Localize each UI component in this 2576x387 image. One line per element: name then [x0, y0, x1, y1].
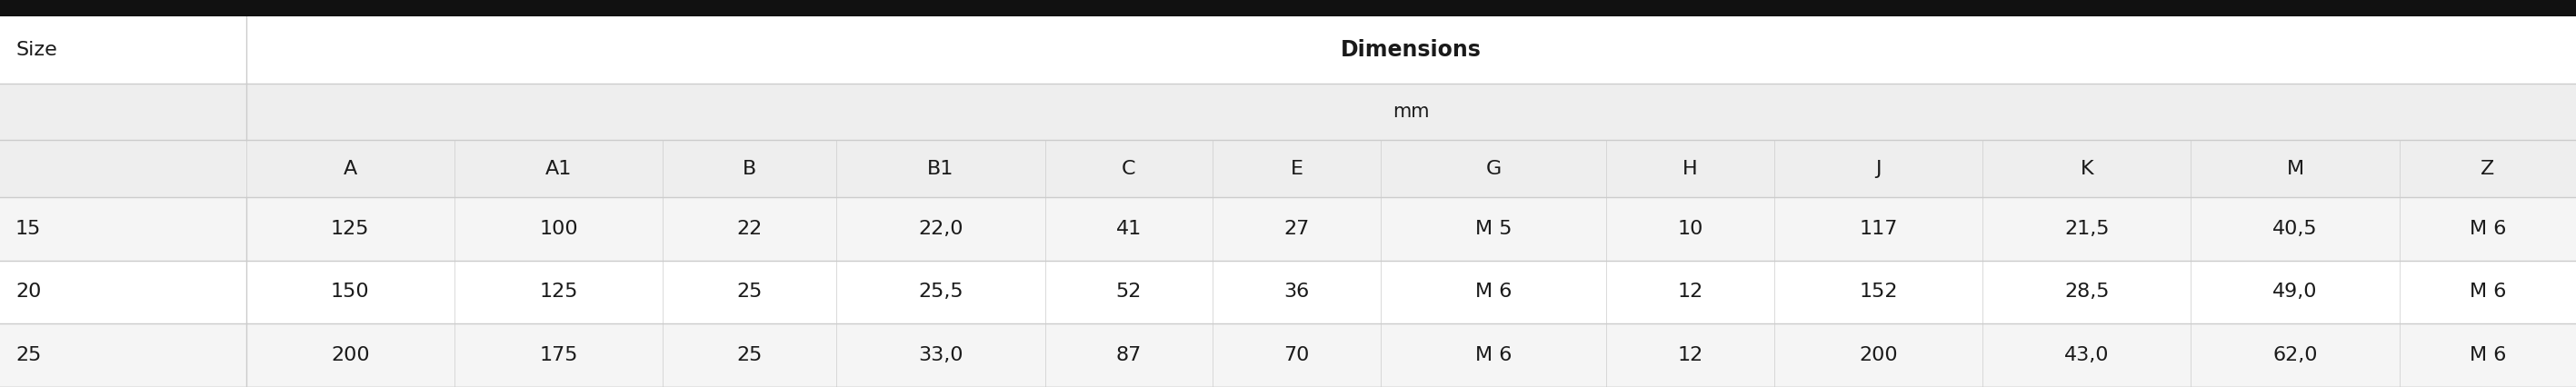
Text: 25: 25	[737, 283, 762, 301]
Text: B1: B1	[927, 160, 953, 178]
Text: 25: 25	[15, 346, 41, 364]
Text: Size: Size	[15, 41, 57, 59]
Text: B: B	[742, 160, 757, 178]
Text: C: C	[1121, 160, 1136, 178]
Text: 12: 12	[1677, 283, 1703, 301]
Bar	[0, 140, 2576, 197]
Text: A1: A1	[546, 160, 572, 178]
Bar	[0, 0, 2576, 16]
Text: 22: 22	[737, 220, 762, 238]
Text: M 6: M 6	[2470, 220, 2506, 238]
Text: M: M	[2287, 160, 2303, 178]
Text: 52: 52	[1115, 283, 1141, 301]
Text: 25: 25	[737, 346, 762, 364]
Text: 49,0: 49,0	[2272, 283, 2318, 301]
Text: 200: 200	[1860, 346, 1899, 364]
Text: E: E	[1291, 160, 1303, 178]
Text: G: G	[1486, 160, 1502, 178]
Text: 41: 41	[1115, 220, 1141, 238]
Text: 70: 70	[1283, 346, 1309, 364]
Text: 22,0: 22,0	[917, 220, 963, 238]
Text: 152: 152	[1860, 283, 1899, 301]
Text: 10: 10	[1677, 220, 1703, 238]
Text: 33,0: 33,0	[917, 346, 963, 364]
Bar	[0, 197, 2576, 260]
Text: 117: 117	[1860, 220, 1899, 238]
Text: 200: 200	[330, 346, 368, 364]
Text: M 6: M 6	[2470, 346, 2506, 364]
Text: Dimensions: Dimensions	[1340, 39, 1481, 61]
Bar	[0, 260, 2576, 324]
Text: K: K	[2081, 160, 2094, 178]
Text: 21,5: 21,5	[2063, 220, 2110, 238]
Text: Z: Z	[2481, 160, 2494, 178]
Text: 25,5: 25,5	[917, 283, 963, 301]
Text: 125: 125	[330, 220, 368, 238]
Text: M 6: M 6	[1476, 346, 1512, 364]
Text: 125: 125	[538, 283, 577, 301]
Text: mm: mm	[1394, 103, 1430, 121]
Text: 62,0: 62,0	[2272, 346, 2318, 364]
Text: A: A	[343, 160, 358, 178]
Text: 36: 36	[1283, 283, 1309, 301]
Text: 43,0: 43,0	[2063, 346, 2110, 364]
Text: M 6: M 6	[1476, 283, 1512, 301]
Text: 100: 100	[538, 220, 577, 238]
Text: 87: 87	[1115, 346, 1141, 364]
Text: H: H	[1682, 160, 1698, 178]
Text: 28,5: 28,5	[2063, 283, 2110, 301]
Text: J: J	[1875, 160, 1880, 178]
Text: 40,5: 40,5	[2272, 220, 2318, 238]
Text: 12: 12	[1677, 346, 1703, 364]
Text: 175: 175	[538, 346, 577, 364]
Text: 20: 20	[15, 283, 41, 301]
Bar	[0, 84, 2576, 140]
Text: M 5: M 5	[1476, 220, 1512, 238]
Text: 150: 150	[330, 283, 368, 301]
Text: 27: 27	[1283, 220, 1309, 238]
Text: 15: 15	[15, 220, 41, 238]
Bar	[0, 324, 2576, 387]
Text: M 6: M 6	[2470, 283, 2506, 301]
Bar	[0, 16, 2576, 84]
